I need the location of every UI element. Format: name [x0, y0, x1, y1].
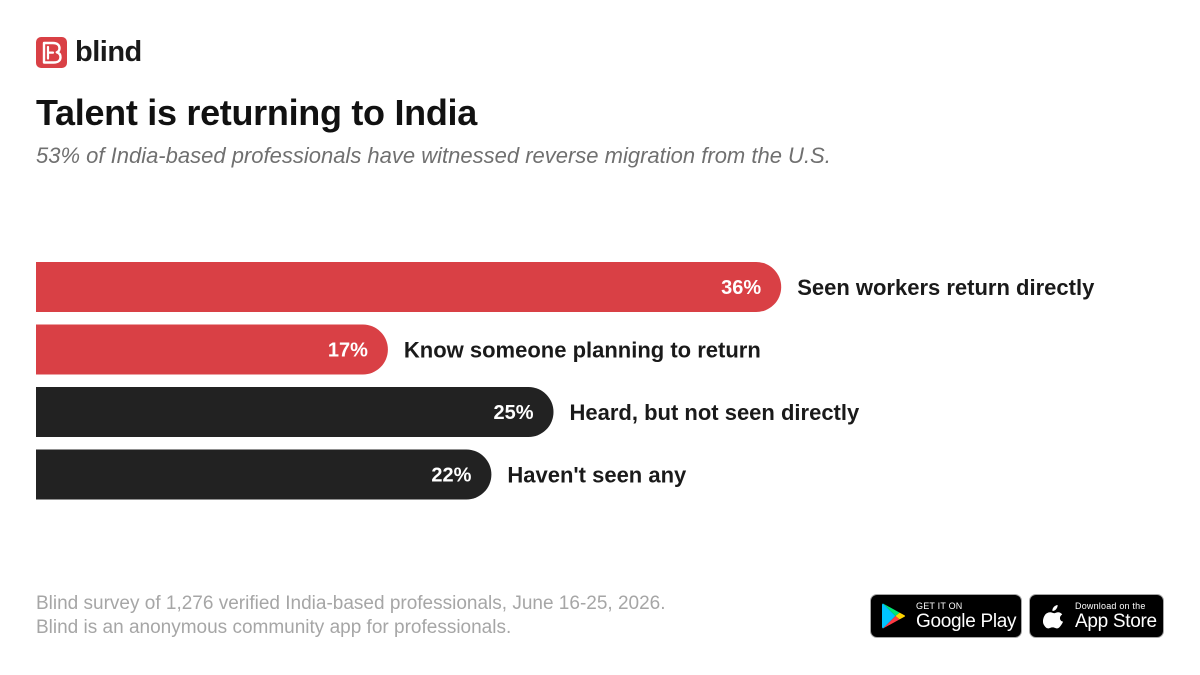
google-badge-large-text: Google Play [916, 610, 1017, 632]
bar-category-label: Seen workers return directly [797, 275, 1095, 300]
apple-icon [1039, 601, 1067, 631]
bar-chart: 36% Seen workers return directly 17% Know s… [36, 262, 1095, 500]
survey-note-line-2: Blind is an anonymous community app for … [36, 617, 512, 638]
bar [36, 387, 554, 437]
blind-logo-icon [36, 36, 67, 68]
chart-title: Talent is returning to India [36, 92, 477, 133]
bar-category-label: Heard, but not seen directly [570, 400, 860, 425]
bar [36, 324, 388, 375]
google-badge-small-text: GET IT ON [916, 600, 963, 611]
bar-value-label: 17% [328, 340, 368, 362]
app-store-badge[interactable]: Download on the App Store [1029, 594, 1164, 638]
survey-footnote: Blind survey of 1,276 verified India-bas… [36, 592, 666, 640]
google-play-badge[interactable]: GET IT ON Google Play [870, 594, 1022, 638]
bar-value-label: 36% [721, 277, 761, 299]
bar-value-label: 22% [431, 465, 471, 487]
brand-name: blind [75, 36, 142, 68]
bar-category-label: Know someone planning to return [404, 338, 761, 363]
bar-category-label: Haven't seen any [507, 463, 687, 488]
apple-badge-large-text: App Store [1075, 610, 1157, 632]
bar-value-label: 25% [493, 402, 533, 424]
survey-note-line-1: Blind survey of 1,276 verified India-bas… [36, 593, 666, 614]
blind-logo: blind [36, 36, 142, 68]
bar [36, 262, 782, 312]
google-play-icon [880, 601, 908, 631]
apple-badge-small-text: Download on the [1075, 600, 1146, 611]
chart-subtitle: 53% of India-based professionals have wi… [36, 143, 831, 168]
bar [36, 449, 492, 500]
